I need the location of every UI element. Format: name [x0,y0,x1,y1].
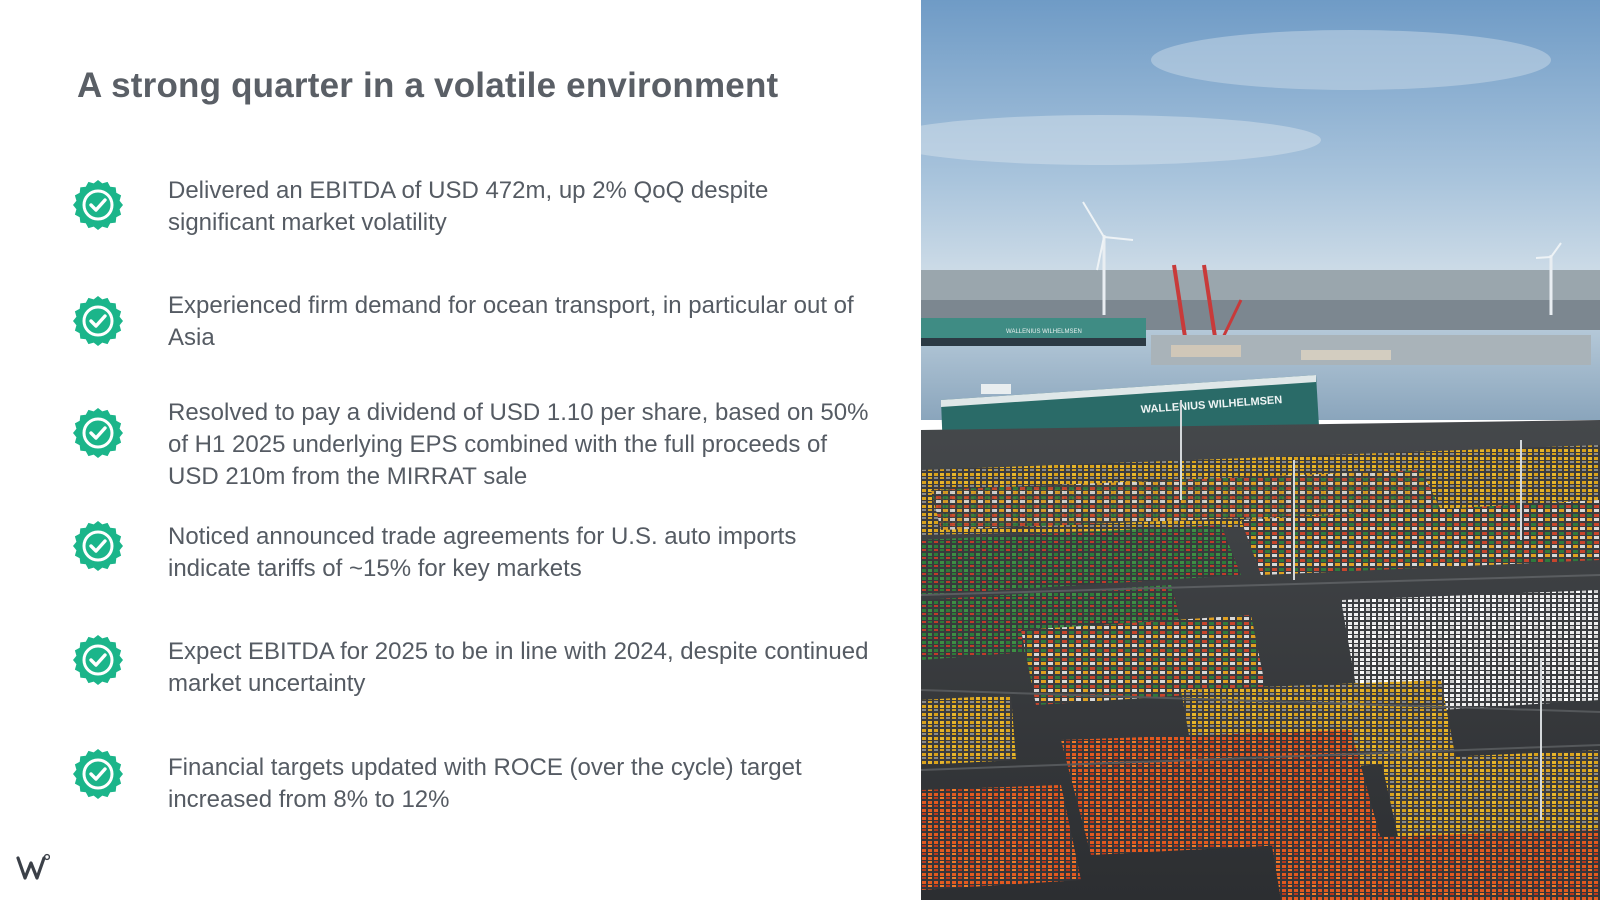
check-badge-icon [73,635,123,685]
bullet-text: Delivered an EBITDA of USD 472m, up 2% Q… [168,177,769,236]
slide-title: A strong quarter in a volatile environme… [77,66,779,105]
check-badge-icon [73,521,123,571]
check-badge-icon [73,408,123,458]
check-badge-icon [73,296,123,346]
company-logo-icon [16,853,50,880]
bullet-text: Financial targets updated with ROCE (ove… [168,754,802,813]
check-badge-icon [73,749,123,799]
port-photo: WALLENIUS WILHELMSEN WALLENIUS WILHELMSE… [921,0,1600,900]
bullet-text: Resolved to pay a dividend of USD 1.10 p… [168,399,869,490]
check-badge-icon [73,180,123,230]
bullet-text: Experienced firm demand for ocean transp… [168,292,854,351]
distant-ship-name: WALLENIUS WILHELMSEN [1006,329,1082,335]
bullet-text: Noticed announced trade agreements for U… [168,523,797,582]
bullet-text: Expect EBITDA for 2025 to be in line wit… [168,638,869,697]
